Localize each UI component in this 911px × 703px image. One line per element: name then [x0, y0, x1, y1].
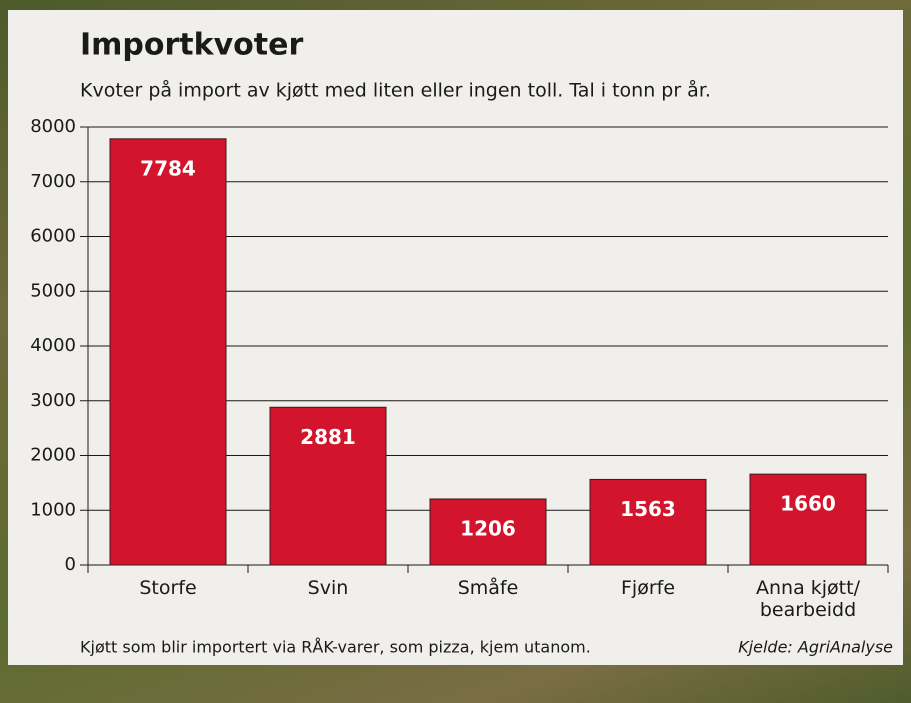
- x-tick-label: Storfe: [93, 577, 243, 599]
- bar: [590, 479, 706, 565]
- y-tick-label: 8000: [30, 116, 76, 137]
- bar: [110, 139, 226, 565]
- value-label: 1660: [780, 492, 836, 516]
- x-tick-label: Anna kjøtt/ bearbeidd: [733, 577, 883, 621]
- value-label: 1206: [460, 516, 516, 540]
- y-tick-label: 2000: [30, 445, 76, 466]
- y-tick-label: 6000: [30, 226, 76, 247]
- bar: [750, 474, 866, 565]
- page: {"chart_data": {"type": "bar", "title": …: [0, 0, 911, 703]
- source: Kjelde: AgriAnalyse: [738, 638, 893, 657]
- chart-title: Importkvoter: [80, 28, 303, 63]
- y-tick-label: 5000: [30, 280, 76, 301]
- x-tick-label: Svin: [253, 577, 403, 599]
- y-tick-label: 7000: [30, 171, 76, 192]
- x-tick-label: Fjørfe: [573, 577, 723, 599]
- chart-subtitle: Kvoter på import av kjøtt med liten elle…: [80, 79, 711, 102]
- y-tick-label: 1000: [30, 499, 76, 520]
- x-tick-label: Småfe: [413, 577, 563, 599]
- value-label: 1563: [620, 497, 676, 521]
- y-tick-label: 4000: [30, 335, 76, 356]
- footnote: Kjøtt som blir importert via RÅK-varer, …: [80, 638, 591, 657]
- y-tick-label: 0: [65, 554, 76, 575]
- value-label: 7784: [140, 156, 196, 180]
- y-tick-label: 3000: [30, 390, 76, 411]
- value-label: 2881: [300, 425, 356, 449]
